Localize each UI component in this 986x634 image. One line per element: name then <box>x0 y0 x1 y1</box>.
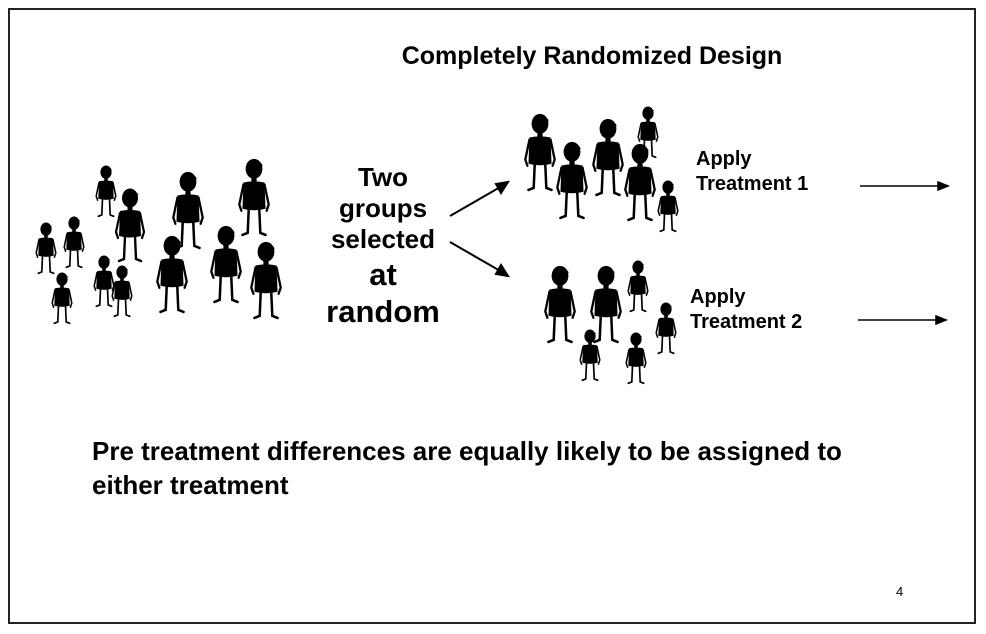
person-figure-icon <box>172 170 204 250</box>
slide: Completely Randomized Design <box>8 8 976 624</box>
arrow-icon <box>494 263 511 278</box>
person-figure-icon <box>544 264 576 344</box>
arrow-icon <box>935 314 949 326</box>
label-line: groups <box>338 193 428 224</box>
person-figure-icon <box>524 112 556 192</box>
arrow-icon <box>494 180 511 195</box>
split-arrows <box>449 180 511 278</box>
label-line: at <box>369 256 397 292</box>
random-selection-label: Two groups selected at random <box>308 162 458 330</box>
person-figure-icon <box>655 301 677 355</box>
person-figure-icon <box>556 140 588 220</box>
crowd-left <box>35 157 282 325</box>
diagram-canvas <box>35 105 951 385</box>
person-figure-icon <box>63 215 85 269</box>
arrow-icon <box>449 185 503 217</box>
person-figure-icon <box>238 157 270 237</box>
arrow-icon <box>449 241 503 273</box>
page-number: 4 <box>896 584 904 599</box>
person-figure-icon <box>156 234 188 314</box>
label-line: selected <box>330 224 436 255</box>
arrow-icon <box>937 180 951 192</box>
treatment-2-label: Apply Treatment 2 <box>690 285 802 335</box>
slide-title: Completely Randomized Design <box>401 42 783 70</box>
label-line: random <box>326 293 440 329</box>
person-figure-icon <box>627 259 649 313</box>
person-figure-icon <box>579 328 601 382</box>
label-line: Two <box>357 162 409 192</box>
person-figure-icon <box>250 240 282 320</box>
crowd-group-2 <box>544 259 677 385</box>
person-figure-icon <box>625 331 647 385</box>
person-figure-icon <box>592 117 624 197</box>
person-figure-icon <box>111 264 133 318</box>
person-figure-icon <box>93 254 115 308</box>
person-figure-icon <box>95 164 117 218</box>
treatment-line: Apply <box>696 148 752 170</box>
person-figure-icon <box>35 221 57 275</box>
person-figure-icon <box>624 142 656 222</box>
treatment-1-label: Apply Treatment 1 <box>696 147 808 197</box>
treatment-line: Treatment 2 <box>690 311 803 333</box>
person-figure-icon <box>657 179 679 233</box>
treatment-arrows <box>858 180 951 326</box>
person-figure-icon <box>590 264 622 344</box>
treatment-line: Apply <box>690 286 746 308</box>
crowd-group-1 <box>524 105 679 233</box>
person-figure-icon <box>210 224 242 304</box>
person-figure-icon <box>51 271 73 325</box>
treatment-line: Treatment 1 <box>696 173 809 195</box>
footer-statement: Pre treatment differences are equally li… <box>92 436 842 501</box>
person-figure-icon <box>114 187 146 263</box>
